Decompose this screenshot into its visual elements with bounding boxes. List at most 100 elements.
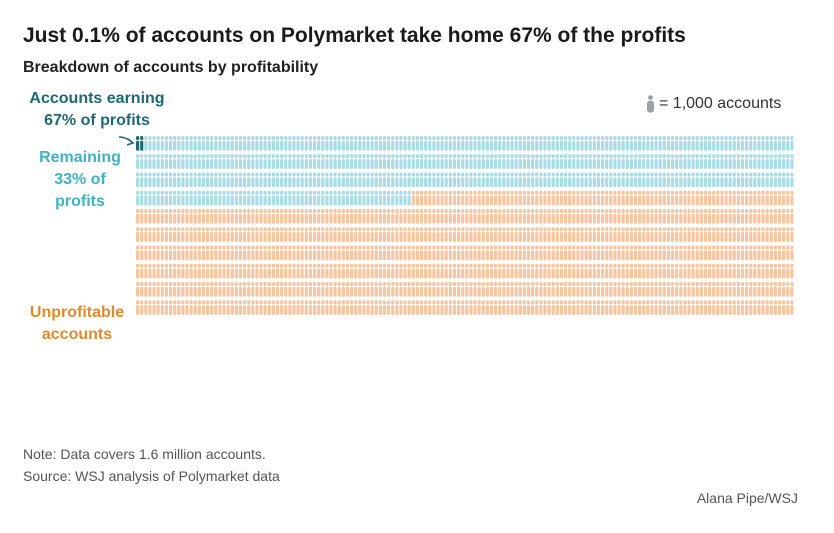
icon-unprofitable <box>419 190 424 206</box>
icon-unprofitable <box>753 263 757 279</box>
icon-unprofitable <box>699 282 703 297</box>
icon-remaining-profits <box>358 190 362 206</box>
icon-unprofitable <box>633 263 638 279</box>
icon-remaining-profits <box>675 136 679 151</box>
icon-unprofitable <box>481 300 485 316</box>
icon-unprofitable <box>407 227 411 243</box>
icon-unprofitable <box>193 263 197 279</box>
icon-unprofitable <box>481 263 485 279</box>
icon-unprofitable <box>325 300 329 316</box>
icon-unprofitable <box>740 300 745 316</box>
icon-unprofitable <box>498 245 502 261</box>
icon-unprofitable <box>337 263 341 279</box>
icon-remaining-profits <box>275 154 280 170</box>
icon-unprofitable <box>539 282 543 297</box>
icon-remaining-profits <box>621 154 625 170</box>
icon-unprofitable <box>790 263 794 279</box>
icon-unprofitable <box>568 209 572 224</box>
icon-unprofitable <box>485 282 489 297</box>
icon-remaining-profits <box>395 136 399 151</box>
icon-remaining-profits <box>152 172 156 188</box>
icon-remaining-profits <box>148 154 152 170</box>
icon-unprofitable <box>642 209 646 224</box>
icon-unprofitable <box>563 300 568 316</box>
icon-unprofitable <box>551 209 555 224</box>
icon-remaining-profits <box>613 136 617 151</box>
icon-unprofitable <box>588 227 592 243</box>
icon-unprofitable <box>481 282 485 297</box>
icon-unprofitable <box>349 282 354 297</box>
icon-remaining-profits <box>753 154 757 170</box>
icon-remaining-profits <box>288 136 292 151</box>
icon-unprofitable <box>329 227 333 243</box>
icon-remaining-profits <box>156 136 160 151</box>
icon-remaining-profits <box>617 154 621 170</box>
icon-unprofitable <box>362 227 366 243</box>
icon-unprofitable <box>707 300 712 316</box>
icon-unprofitable <box>666 300 671 316</box>
icon-unprofitable <box>526 245 531 261</box>
icon-remaining-profits <box>617 172 621 188</box>
legend-key: = 1,000 accounts <box>646 93 781 115</box>
icon-unprofitable <box>432 263 436 279</box>
icon-unprofitable <box>683 209 687 224</box>
icon-unprofitable <box>160 245 164 261</box>
icon-unprofitable <box>662 227 666 243</box>
icon-unprofitable <box>728 263 732 279</box>
icon-remaining-profits <box>251 154 255 170</box>
icon-unprofitable <box>288 282 292 297</box>
icon-unprofitable <box>288 227 292 243</box>
icon-unprofitable <box>354 209 358 224</box>
icon-unprofitable <box>465 245 469 261</box>
icon-remaining-profits <box>736 172 740 188</box>
icon-unprofitable <box>547 245 551 261</box>
icon-remaining-profits <box>736 136 740 151</box>
icon-unprofitable <box>247 263 251 279</box>
icon-unprofitable <box>510 227 514 243</box>
icon-unprofitable <box>288 209 292 224</box>
icon-unprofitable <box>695 263 699 279</box>
icon-unprofitable <box>189 263 193 279</box>
icon-remaining-profits <box>720 154 724 170</box>
icon-remaining-profits <box>317 190 321 206</box>
icon-unprofitable <box>136 245 140 261</box>
icon-unprofitable <box>621 227 625 243</box>
icon-remaining-profits <box>580 154 584 170</box>
icon-remaining-profits <box>366 172 370 188</box>
icon-unprofitable <box>382 227 387 243</box>
icon-unprofitable <box>403 245 407 261</box>
icon-unprofitable <box>514 300 518 316</box>
icon-unprofitable <box>642 300 646 316</box>
icon-unprofitable <box>275 300 280 316</box>
icon-remaining-profits <box>160 190 164 206</box>
icon-remaining-profits <box>366 190 370 206</box>
icon-unprofitable <box>485 245 489 261</box>
icon-unprofitable <box>720 227 724 243</box>
icon-remaining-profits <box>230 154 234 170</box>
icon-remaining-profits <box>201 190 206 206</box>
icon-remaining-profits <box>465 154 469 170</box>
icon-unprofitable <box>255 300 259 316</box>
icon-unprofitable <box>522 190 527 206</box>
icon-unprofitable <box>638 263 642 279</box>
icon-unprofitable <box>625 190 629 206</box>
icon-unprofitable <box>156 300 160 316</box>
icon-unprofitable <box>539 227 543 243</box>
icon-unprofitable <box>559 190 564 206</box>
icon-unprofitable <box>304 227 308 243</box>
icon-unprofitable <box>506 190 510 206</box>
icon-remaining-profits <box>691 172 695 188</box>
icon-remaining-profits <box>642 136 646 151</box>
icon-remaining-profits <box>522 172 527 188</box>
icon-remaining-profits <box>547 172 551 188</box>
icon-unprofitable <box>638 300 642 316</box>
icon-unprofitable <box>494 300 498 316</box>
icon-remaining-profits <box>485 172 489 188</box>
icon-unprofitable <box>629 209 633 224</box>
icon-unprofitable <box>374 227 378 243</box>
icon-unprofitable <box>288 300 292 316</box>
icon-unprofitable <box>263 227 267 243</box>
icon-remaining-profits <box>263 172 267 188</box>
label-top-accounts: Accounts earning 67% of profits <box>18 88 176 132</box>
icon-unprofitable <box>642 227 646 243</box>
